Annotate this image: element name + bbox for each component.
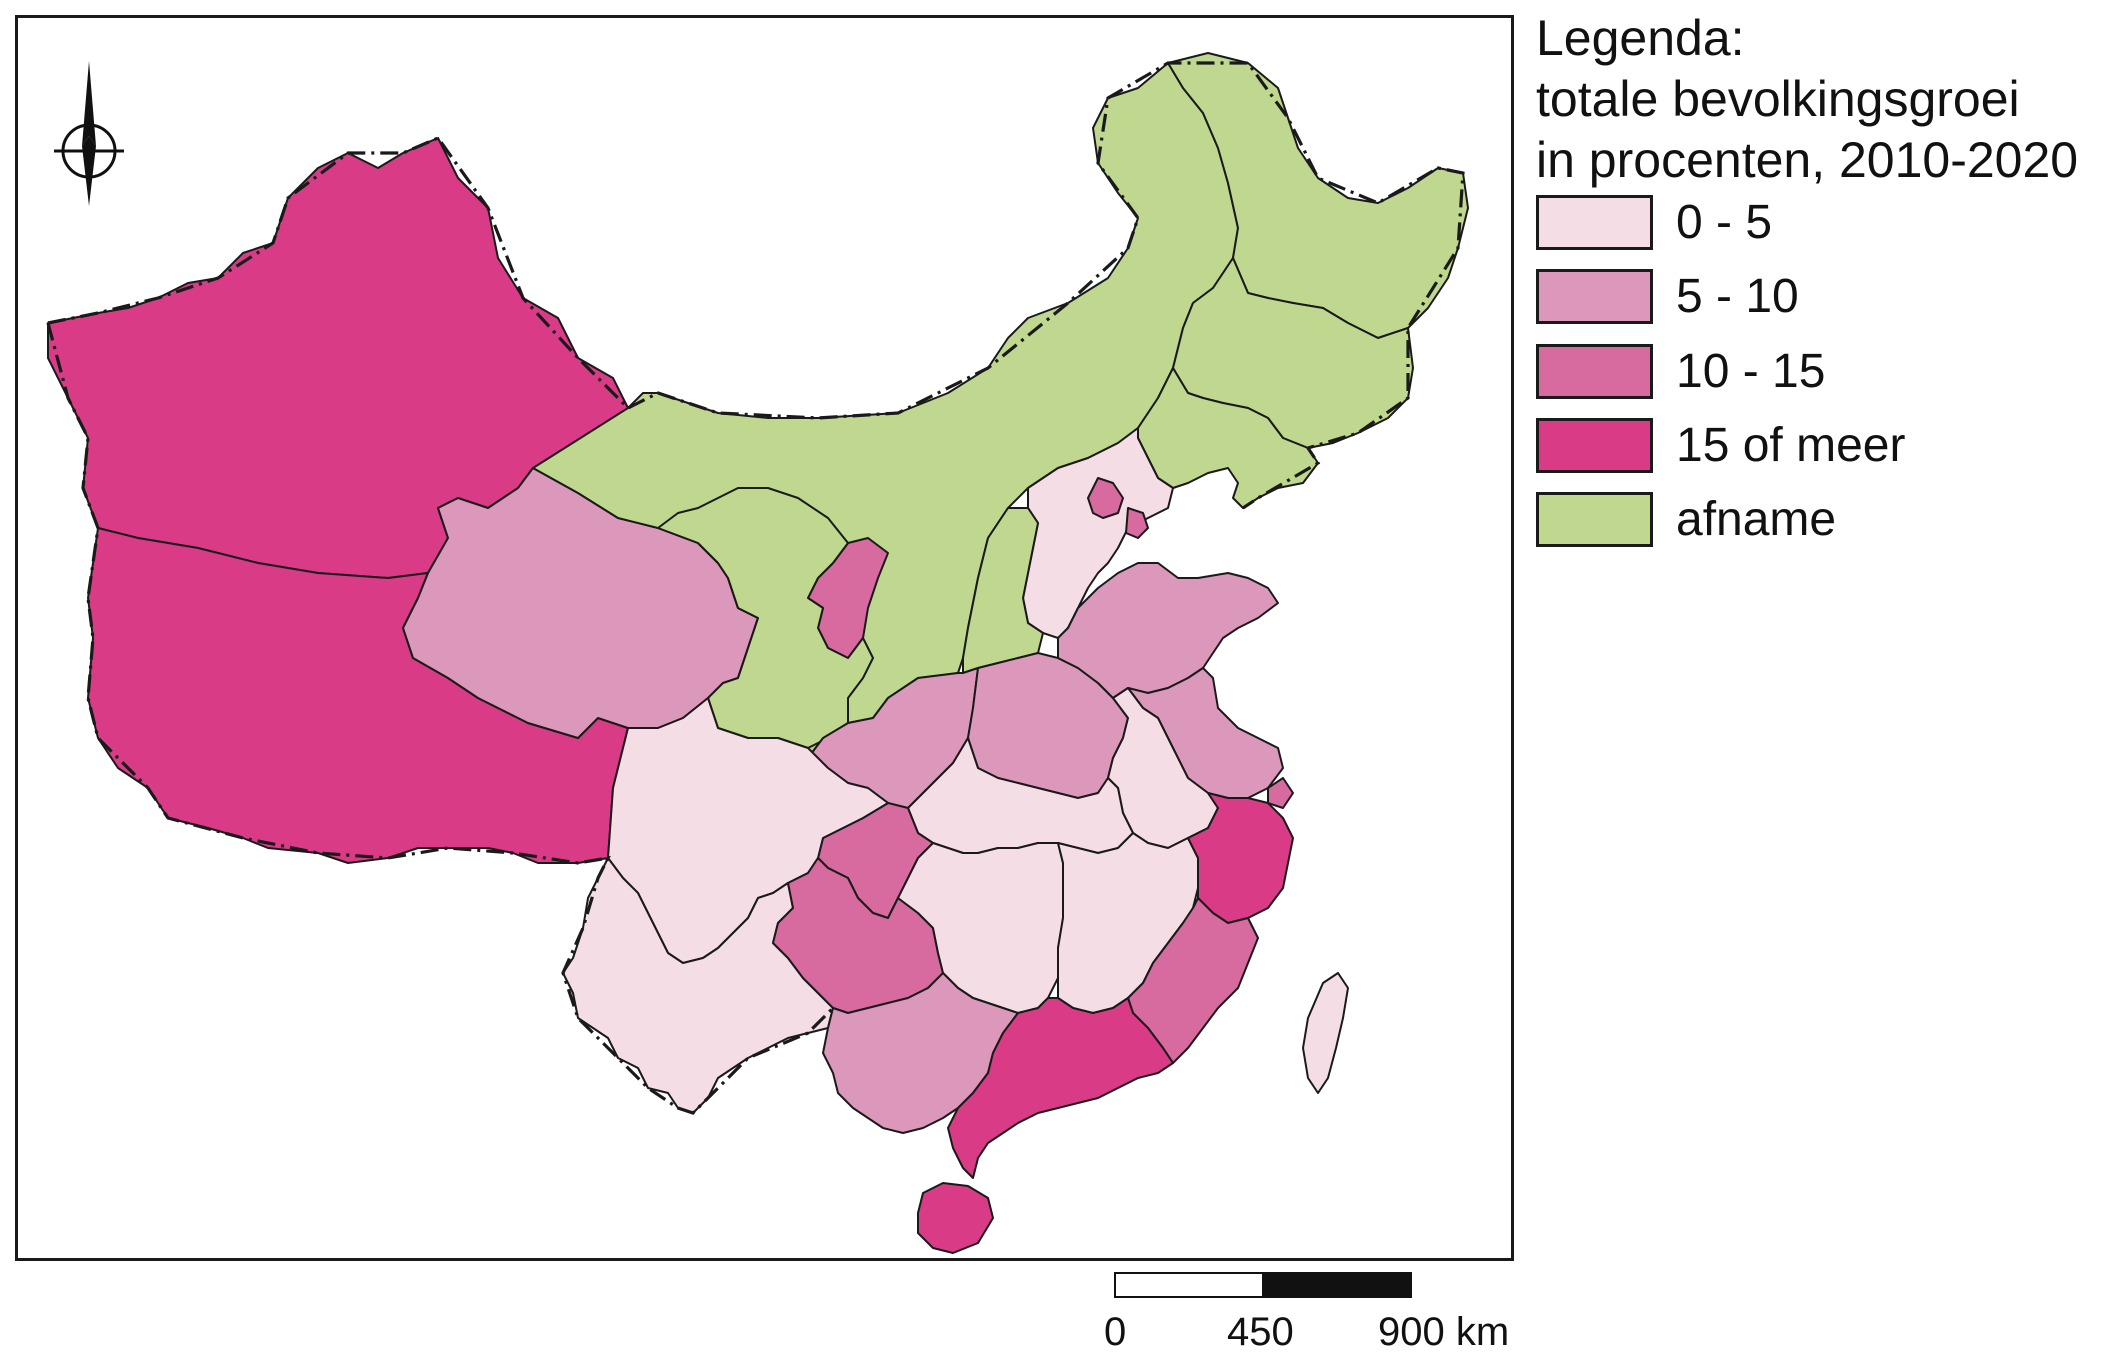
legend-label: 0 - 5 — [1676, 196, 1773, 249]
legend-swatch — [1536, 344, 1653, 399]
legend-swatch — [1536, 269, 1653, 324]
legend: Legenda: totale bevolkingsgroei in proce… — [1536, 8, 2122, 568]
scale-bar: 0 450 900 km — [1104, 1272, 1509, 1354]
region-gansu[interactable] — [657, 487, 874, 749]
legend-title-line-1: Legenda: — [1536, 10, 1745, 66]
region-guangdong[interactable] — [947, 997, 1174, 1179]
map-canvas — [46, 52, 1469, 1254]
legend-swatch — [1536, 492, 1653, 547]
region-taiwan[interactable] — [1302, 972, 1349, 1094]
country-border — [47, 61, 1465, 510]
legend-title-line-2: totale bevolkingsgroei — [1536, 71, 2020, 127]
region-heilongjiang[interactable] — [1167, 52, 1469, 339]
legend-swatch — [1536, 418, 1653, 473]
legend-label: 10 - 15 — [1676, 345, 1826, 398]
legend-label: 5 - 10 — [1676, 270, 1799, 323]
scale-label-450: 450 — [1227, 1310, 1294, 1354]
region-fujian[interactable] — [1127, 897, 1259, 1064]
scale-label-0: 0 — [1104, 1310, 1127, 1354]
scale-label-900: 900 km — [1378, 1310, 1510, 1354]
country-border-west — [46, 322, 835, 1115]
legend-label: 15 of meer — [1676, 419, 1906, 472]
region-tianjin[interactable] — [1125, 507, 1149, 539]
north-arrow-icon — [44, 56, 134, 206]
region-shanghai[interactable] — [1267, 777, 1294, 809]
scale-bar-segment-white — [1114, 1272, 1264, 1298]
region-beijing[interactable] — [1087, 477, 1124, 519]
legend-label: afname — [1676, 493, 1837, 546]
legend-swatch — [1536, 195, 1653, 250]
legend-title-line-3: in procenten, 2010-2020 — [1536, 132, 2079, 188]
scale-bar-segment-black — [1262, 1272, 1412, 1298]
region-shandong[interactable] — [1057, 562, 1279, 699]
region-hainan[interactable] — [917, 1182, 994, 1254]
map-frame — [15, 15, 1514, 1261]
